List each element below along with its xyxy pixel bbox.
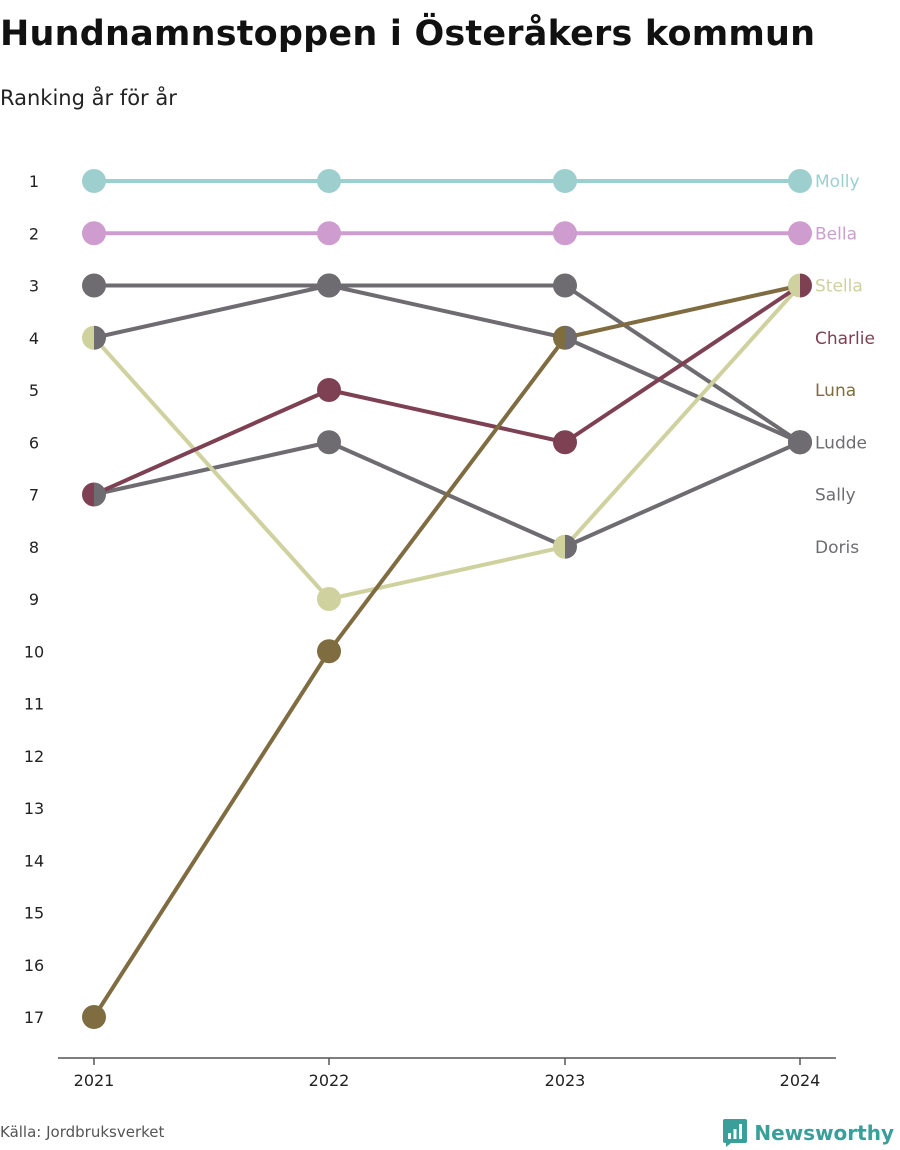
y-tick-label: 15 [24, 904, 44, 923]
data-point-bella-2024 [788, 221, 812, 246]
data-point-stella-2021 [82, 325, 94, 350]
y-tick-label: 1 [29, 172, 39, 191]
chart-subtitle: Ranking år för år [0, 86, 177, 110]
y-tick-label: 3 [29, 277, 39, 296]
series-label-charlie: Charlie [815, 329, 875, 349]
y-tick-label: 6 [29, 433, 39, 452]
data-point-luna-2021 [82, 1005, 106, 1029]
data-point-ludde-2021 [82, 273, 106, 298]
brand-name: Newsworthy [754, 1121, 894, 1145]
series-end-labels: Molly Bella Stella Charlie Luna Ludde Sally Dor… [815, 172, 875, 558]
y-tick-label: 12 [24, 747, 44, 766]
data-point-doris-2023 [565, 534, 577, 559]
series-label-ludde: Ludde [815, 433, 867, 453]
y-tick-label: 11 [24, 695, 44, 714]
data-point-molly-2022 [317, 169, 341, 193]
x-tick-label: 2022 [309, 1071, 350, 1090]
series-label-luna: Luna [815, 381, 856, 401]
data-point-charlie-2024 [800, 273, 813, 298]
source-note: Källa: Jordbruksverket [0, 1123, 165, 1141]
y-tick-label: 9 [29, 590, 39, 609]
series-lines [92, 179, 802, 1019]
y-tick-label: 17 [24, 1008, 44, 1027]
x-tick-label: 2024 [780, 1071, 821, 1090]
data-point-stella-2022 [317, 587, 341, 611]
data-point-sally-2023 [565, 325, 577, 350]
data-point-bella-2021 [82, 221, 106, 246]
y-tick-label: 5 [29, 381, 39, 400]
y-tick-label: 14 [24, 851, 44, 870]
y-tick-label: 8 [29, 538, 39, 557]
data-point-charlie-2022 [317, 378, 341, 402]
y-tick-label: 4 [29, 329, 39, 348]
data-point-sally-2022 [317, 273, 341, 298]
y-tick-label: 2 [29, 224, 39, 243]
data-point-molly-2021 [82, 169, 106, 193]
series-label-stella: Stella [815, 277, 863, 297]
newsworthy-logo-icon [723, 1119, 748, 1147]
series-label-molly: Molly [815, 172, 860, 192]
series-line-sally [92, 283, 802, 445]
x-tick-label: 2023 [545, 1071, 586, 1090]
chart-title: Hundnamnstoppen i Österåkers kommun [0, 14, 816, 54]
data-point-stella-2023 [553, 534, 565, 559]
series-line-charlie [92, 283, 802, 497]
data-point-sally-2021 [94, 325, 107, 350]
data-point-bella-2022 [317, 221, 341, 246]
data-point-charlie-2021 [82, 482, 94, 507]
series-label-bella: Bella [815, 224, 857, 244]
y-tick-label: 13 [24, 799, 44, 818]
newsworthy-brand[interactable]: Newsworthy [723, 1119, 894, 1147]
data-point-doris-2024 [788, 430, 812, 455]
data-point-ludde-2023 [553, 273, 577, 298]
data-point-luna-2023 [553, 325, 565, 350]
data-point-molly-2024 [788, 169, 812, 193]
data-point-stella-2024 [788, 273, 800, 298]
y-tick-label: 16 [24, 956, 44, 975]
data-point-doris-2022 [317, 430, 341, 455]
series-line-luna [92, 283, 802, 1019]
data-point-luna-2022 [317, 639, 341, 664]
series-label-sally: Sally [815, 486, 856, 506]
data-point-charlie-2023 [553, 430, 577, 455]
y-tick-label: 10 [24, 642, 44, 661]
data-point-molly-2023 [553, 169, 577, 193]
data-point-bella-2023 [553, 221, 577, 246]
data-point-doris-2021 [94, 482, 107, 507]
series-label-doris: Doris [815, 538, 859, 558]
x-tick-label: 2021 [74, 1071, 115, 1090]
y-tick-label: 7 [29, 486, 39, 505]
series-line-stella [92, 283, 802, 601]
